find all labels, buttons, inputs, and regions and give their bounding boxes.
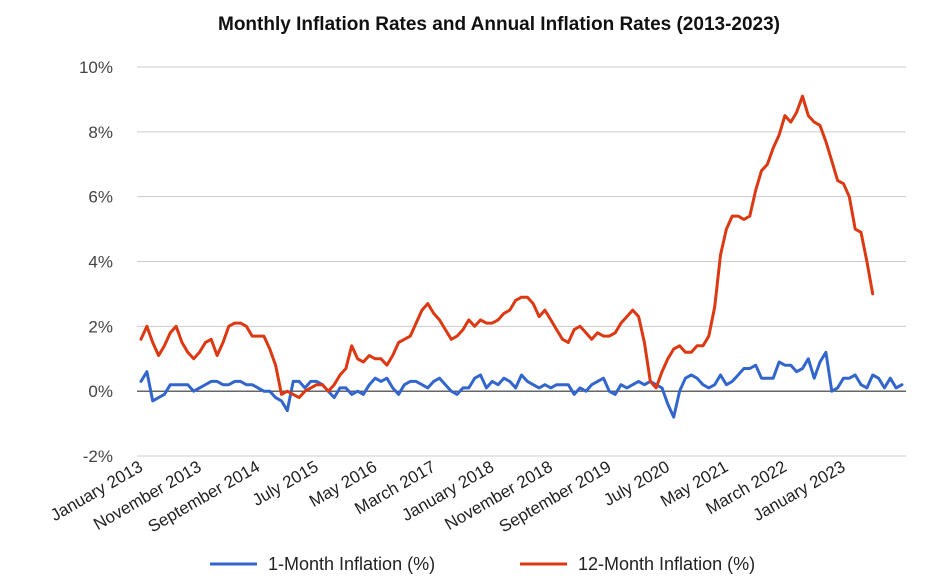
legend-label-1-month: 1-Month Inflation (%) [268,554,435,574]
series-lines [139,94,904,419]
series-line-1-month [139,350,904,419]
legend-label-12-month: 12-Month Inflation (%) [578,554,755,574]
y-tick-label: 2% [88,317,113,336]
y-tick-label: 8% [88,123,113,142]
y-tick-label: 0% [88,382,113,401]
legend: 1-Month Inflation (%) 12-Month Inflation… [210,554,755,574]
y-tick-label: -2% [83,447,113,466]
chart-title: Monthly Inflation Rates and Annual Infla… [218,14,780,35]
y-tick-label: 4% [88,253,113,272]
y-tick-label: 6% [88,188,113,207]
y-tick-label: 10% [79,58,113,77]
y-axis-ticks: -2% 0% 2% 4% 6% 8% 10% [79,58,113,466]
gridlines [137,66,906,457]
series-line-12-month [139,94,875,400]
